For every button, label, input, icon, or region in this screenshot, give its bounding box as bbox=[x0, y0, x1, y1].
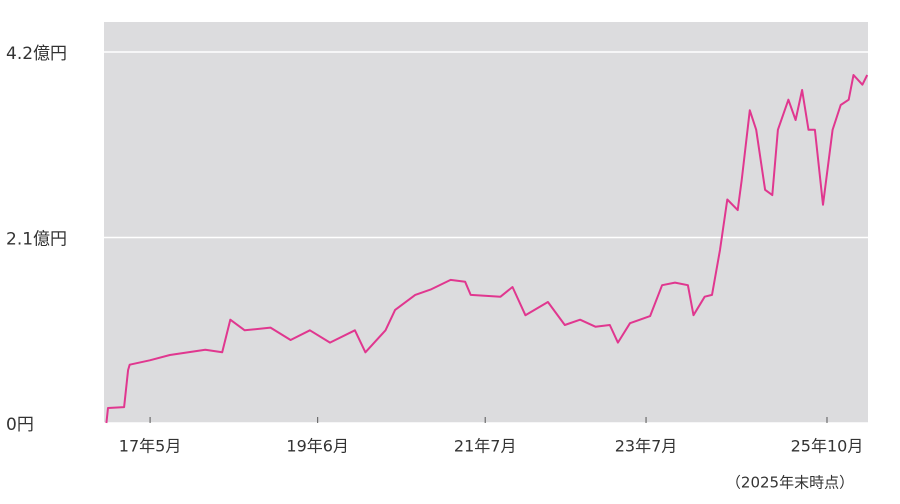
y-tick-label: 2.1億円 bbox=[6, 230, 67, 250]
y-tick-label: 0円 bbox=[6, 415, 34, 435]
x-tick-label: 21年7月 bbox=[454, 437, 517, 456]
x-tick-label: 17年5月 bbox=[119, 437, 182, 456]
y-tick-label: 4.2億円 bbox=[6, 44, 67, 64]
x-tick-label: 19年6月 bbox=[286, 437, 349, 456]
note: （2025年末時点） bbox=[726, 474, 854, 492]
line-series bbox=[105, 74, 869, 424]
plot-area bbox=[104, 22, 868, 423]
x-tick-label: 23年7月 bbox=[615, 437, 678, 456]
x-tick-label: 25年10月 bbox=[791, 437, 864, 456]
